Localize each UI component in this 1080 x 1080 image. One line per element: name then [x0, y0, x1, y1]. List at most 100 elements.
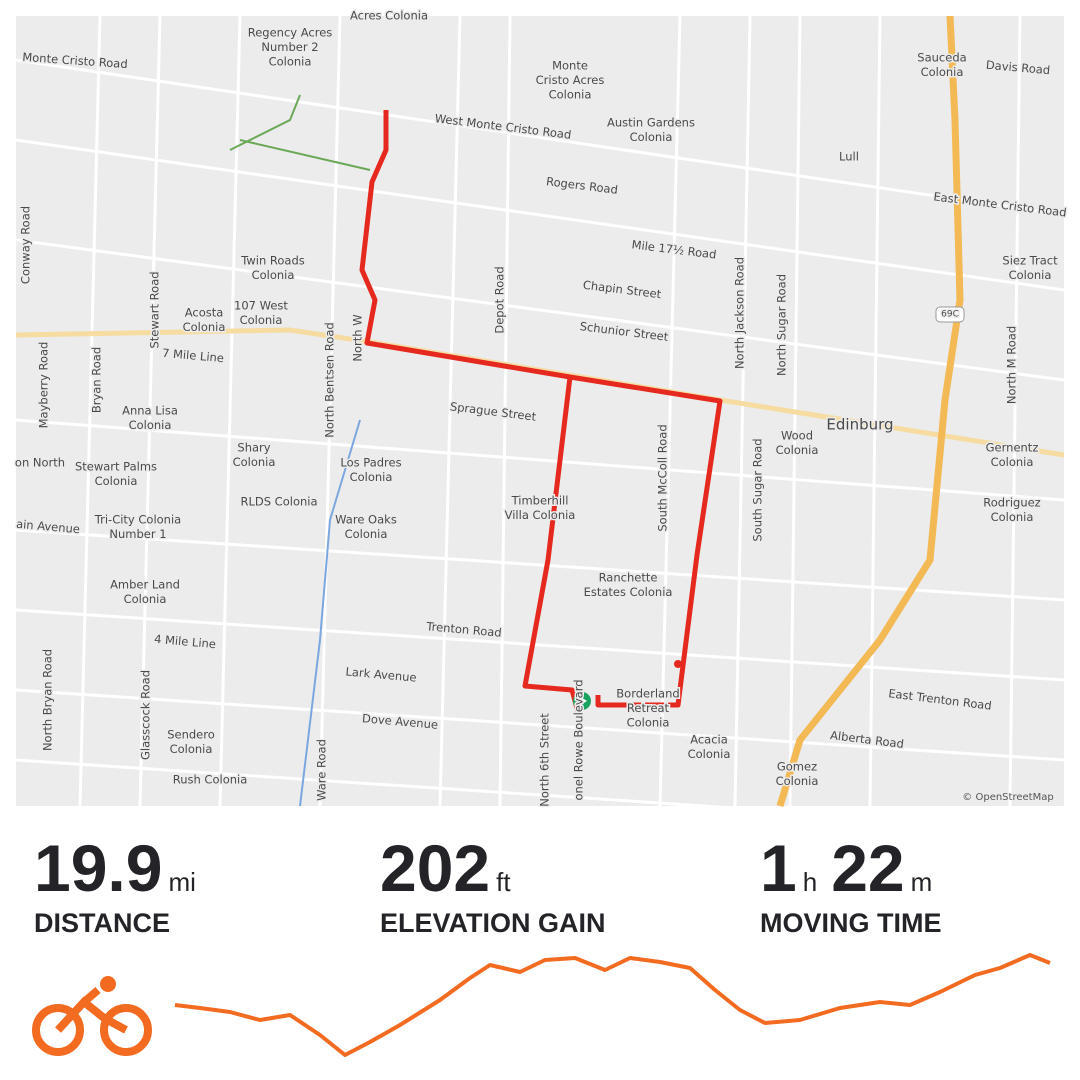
shield	[935, 306, 965, 323]
map-label: North Sugar Road	[775, 274, 789, 376]
map-label: Colonia	[233, 455, 276, 469]
map-background	[16, 16, 1064, 806]
map-label: Colonia	[240, 313, 283, 327]
map-label: Colonia	[129, 418, 172, 432]
stat-unit: ft	[496, 867, 511, 897]
route-end	[674, 660, 682, 668]
map-label: North 6th Street	[538, 713, 552, 807]
map-label: Colonia	[170, 742, 213, 756]
map-label: Amber Land	[110, 578, 180, 592]
map-label: South McColl Road	[656, 424, 670, 531]
map-label: Gomez	[777, 760, 817, 774]
map-label: Gernentz	[986, 441, 1039, 455]
map-label: Conway Road	[19, 206, 33, 284]
freeway	[776, 15, 964, 808]
map-label: Acosta	[185, 306, 224, 320]
stat-unit: mi	[168, 867, 196, 897]
map-label: Colonia	[991, 455, 1034, 469]
roads	[15, 15, 1065, 810]
map-label: Anna Lisa	[122, 404, 178, 418]
map-label: on North	[15, 456, 65, 470]
map-label: Rush Colonia	[173, 773, 248, 787]
stat-label: MOVING TIME	[760, 908, 942, 938]
map-label: Colonia	[776, 443, 819, 457]
map-label: Lull	[839, 150, 859, 164]
stat-value: 1	[760, 831, 797, 905]
map-label: Colonia	[345, 527, 388, 541]
map-label: Colonia	[627, 716, 670, 730]
map-label: Ranchette	[599, 571, 658, 585]
attribution: © OpenStreetMap	[962, 792, 1053, 803]
map-label: Ware Road	[315, 739, 329, 801]
map-label: South Sugar Road	[751, 438, 765, 541]
map-label: Colonia	[688, 747, 731, 761]
map-label: Shary	[237, 441, 270, 455]
map-label: Ware Oaks	[335, 513, 397, 527]
map-label: Stewart Palms	[75, 460, 157, 474]
map-label: 69C	[941, 310, 959, 320]
map-label: Acacia	[690, 733, 728, 747]
elevation-profile	[174, 953, 1051, 1057]
map-label: North W	[351, 314, 365, 361]
map-label: North Jackson Road	[733, 257, 747, 369]
footer	[32, 953, 1051, 1057]
stat: 19.9 mi DISTANCE	[34, 830, 210, 939]
map-label: Colonia	[269, 55, 312, 69]
map-label: Acres Colonia	[350, 9, 428, 23]
map-label: Twin Roads	[240, 254, 305, 268]
start-icon	[579, 696, 587, 706]
map-label: Stewart Road	[148, 271, 162, 348]
map-label: Siez Tract	[1002, 254, 1058, 268]
map-label: North Bryan Road	[41, 649, 55, 751]
map-label: Number 1	[109, 527, 166, 541]
map-label: Sauceda	[917, 51, 966, 65]
map-label: Austin Gardens	[607, 116, 695, 130]
map-label: Colonia	[252, 268, 295, 282]
map-label: Depot Road	[493, 266, 507, 333]
stat-value: 202	[380, 831, 491, 905]
stat-label: DISTANCE	[34, 908, 171, 938]
map-label: Borderland	[616, 687, 679, 701]
map-label: Monte	[552, 59, 588, 73]
stat-value: 22	[831, 831, 905, 905]
map-label: Mayberry Road	[37, 342, 51, 429]
map-label: Colonia	[350, 470, 393, 484]
map-label: Colonia	[549, 88, 592, 102]
stat-value: 202 ft	[380, 830, 606, 906]
park-path	[229, 94, 371, 171]
map-label: Colonia	[95, 474, 138, 488]
map-label: Colonia	[1009, 268, 1052, 282]
map-label: Wood	[781, 429, 813, 443]
stat-unit: m	[910, 867, 933, 897]
map-label: Edinburg	[826, 416, 893, 434]
map-label: Glasscock Road	[139, 670, 153, 760]
map-label: Colonia	[991, 510, 1034, 524]
map-label: Cristo Acres	[536, 73, 605, 87]
map-label: Colonia	[183, 320, 226, 334]
map-label: Timberhill	[511, 494, 569, 508]
map-label: Regency Acres	[248, 26, 333, 40]
stat-value: 1 h 22 m	[760, 830, 946, 906]
map-label: North Bentsen Road	[323, 322, 337, 437]
canal	[299, 419, 361, 807]
map-label: Bryan Road	[90, 347, 104, 413]
stat: 202 ft ELEVATION GAIN	[380, 830, 606, 939]
map-label: Colonia	[630, 130, 673, 144]
map-label: Colonia	[124, 592, 167, 606]
map-label: Colonia	[776, 774, 819, 788]
stat-unit: h	[802, 867, 818, 897]
map-label: 107 West	[234, 299, 288, 313]
stat-value: 19.9 mi	[34, 830, 210, 906]
bike-head	[100, 976, 116, 992]
stat-value: 19.9	[34, 831, 163, 905]
map-label: North M Road	[1005, 326, 1019, 404]
map-label: Tri-City Colonia	[94, 513, 181, 527]
map-label: Estates Colonia	[584, 585, 673, 599]
map-label: RLDS Colonia	[240, 495, 317, 509]
map-label: Rodriguez	[983, 496, 1040, 510]
bike-icon	[32, 986, 152, 1056]
stat-label: ELEVATION GAIN	[380, 908, 606, 938]
map-label: Colonia	[921, 65, 964, 79]
